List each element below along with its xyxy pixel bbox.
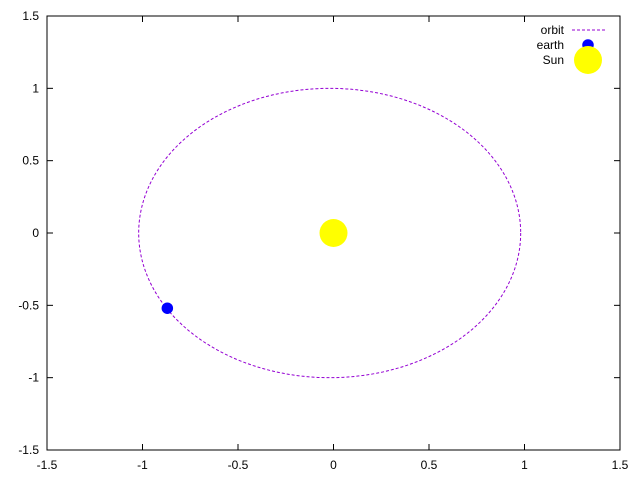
axis-ticks <box>46 15 621 451</box>
x-tick-label: 0 <box>330 458 337 472</box>
earth-point <box>161 302 174 314</box>
y-tick-label: 1.5 <box>22 9 39 23</box>
y-tick-label: -0.5 <box>18 298 39 312</box>
x-tick-label: 1.5 <box>612 458 629 472</box>
chart-marks <box>138 87 522 379</box>
legend-label-sun: Sun <box>543 53 564 67</box>
y-tick-label: 1 <box>32 81 39 95</box>
sun-point <box>319 219 348 247</box>
x-tick-label: 1 <box>521 458 528 472</box>
x-tick-label: -1 <box>137 458 148 472</box>
y-tick-label: 0.5 <box>22 154 39 168</box>
x-tick-label: -1.5 <box>37 458 58 472</box>
x-tick-label: -0.5 <box>228 458 249 472</box>
legend-swatch-sun <box>574 46 602 74</box>
legend-label-earth: earth <box>537 38 564 52</box>
x-tick-label: 0.5 <box>421 458 438 472</box>
legend-label-orbit: orbit <box>541 23 565 37</box>
axis-tick-labels: -1.5 -1 -0.5 0 0.5 1 1.5 -1.5 -1 -0.5 0 0.5 1 1.5 <box>18 9 628 472</box>
orbit-line <box>138 87 522 379</box>
y-tick-label: -1.5 <box>18 443 39 457</box>
y-tick-label: 0 <box>32 226 39 240</box>
y-tick-label: -1 <box>28 371 39 385</box>
